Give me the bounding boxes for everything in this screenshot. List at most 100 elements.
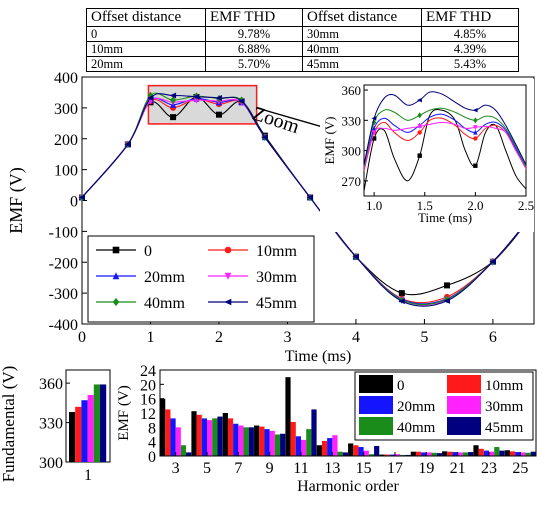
y-tick-label: 330: [39, 416, 63, 433]
bar: [248, 427, 254, 456]
y-axis-label: EMF (V): [322, 116, 337, 164]
series-line: [363, 113, 527, 169]
y-tick-label: 300: [39, 455, 63, 472]
bar: [100, 384, 107, 462]
legend-label: 10mm: [485, 378, 524, 394]
bar: [442, 451, 448, 456]
data-point: [224, 246, 232, 254]
bar: [321, 440, 328, 456]
legend-swatch: [447, 396, 481, 414]
bar: [447, 451, 453, 456]
data-point: [472, 108, 478, 113]
data-point: [170, 96, 177, 104]
legend-label: 40mm: [397, 420, 436, 436]
bar: [332, 435, 338, 456]
y-tick-label: 16: [140, 392, 156, 409]
series-line: [363, 91, 527, 165]
bar: [504, 450, 510, 456]
bar: [306, 429, 312, 456]
zoom-label: Zoom: [250, 102, 303, 138]
legend-label: 0: [397, 378, 405, 394]
y-tick-label: 400: [54, 70, 78, 87]
series-line: [363, 108, 527, 192]
thd-table-row: 10mm 6.88% 40mm 4.39%: [86, 41, 519, 57]
y-tick-label: -400: [49, 317, 78, 334]
bar: [87, 394, 94, 462]
bar: [489, 451, 495, 456]
bar: [530, 451, 536, 456]
x-tick-label: 3: [172, 460, 180, 477]
legend: 0 10mm 20mm 30mm 40mm 45mm: [87, 235, 315, 323]
data-point: [169, 92, 177, 99]
y-tick-label: -200: [49, 255, 78, 272]
y-tick-label: 360: [39, 376, 63, 393]
bar: [337, 451, 343, 456]
bar: [515, 452, 521, 456]
x-tick-label: 1.5: [417, 198, 433, 213]
data-point: [489, 258, 496, 265]
legend-label: 10mm: [256, 243, 297, 260]
x-tick-label: 4: [352, 329, 360, 346]
bar: [368, 454, 375, 456]
legend-swatch: [359, 375, 393, 393]
data-point: [112, 246, 120, 254]
bar: [254, 425, 260, 456]
data-point: [124, 141, 131, 148]
bar: [509, 451, 516, 456]
data-point: [112, 272, 120, 280]
thd-cell: 5.70%: [205, 56, 303, 72]
bar: [327, 438, 333, 456]
x-tick-label: 7: [234, 460, 242, 477]
y-tick-label: 100: [54, 163, 78, 180]
bar: [520, 452, 526, 456]
x-tick-label: 2: [215, 329, 223, 346]
y-tick-label: 200: [54, 132, 78, 149]
bar: [81, 400, 88, 462]
y-tick-label: 20: [140, 377, 156, 394]
y-tick-label: 12: [140, 406, 156, 423]
data-point: [78, 194, 85, 201]
bar: [494, 447, 500, 456]
thd-cell: 45mm: [302, 56, 422, 72]
bar: [165, 409, 171, 456]
y-axis-label: EMF (V): [116, 385, 132, 440]
bar: [400, 454, 406, 456]
data-point: [398, 298, 405, 305]
bar: [353, 445, 359, 456]
bar: [170, 418, 176, 456]
x-tick-label: 3: [283, 329, 291, 346]
bar: [348, 443, 354, 456]
series-line: [363, 107, 527, 167]
data-point: [371, 125, 377, 131]
bar: [238, 425, 244, 456]
legend-label: 45mm: [485, 420, 524, 436]
y-tick-label: 300: [342, 144, 362, 159]
legend-label: 20mm: [397, 399, 436, 415]
bar: [316, 445, 322, 456]
y-tick-label: 270: [342, 174, 362, 189]
bar: [426, 452, 432, 456]
data-point: [417, 112, 422, 119]
data-point: [192, 93, 200, 100]
bar: [75, 406, 82, 462]
data-point: [215, 94, 222, 101]
bar: [410, 451, 416, 456]
x-tick-label: 0: [78, 329, 86, 346]
bar: [452, 452, 458, 456]
y-axis-label: EMF (V): [6, 167, 27, 234]
x-tick-label: 23: [481, 460, 497, 477]
data-point: [444, 282, 451, 289]
bar: [483, 450, 489, 456]
x-tick-label: 5: [420, 329, 428, 346]
x-tick-label: 13: [324, 460, 340, 477]
legend-swatch: [359, 396, 393, 414]
legend-swatch: [447, 417, 481, 435]
bar: [227, 418, 234, 456]
bar: [431, 452, 437, 456]
bar: [191, 411, 197, 456]
data-point: [224, 272, 232, 280]
x-tick-label: 25: [512, 460, 528, 477]
bar: [69, 412, 76, 462]
data-point: [371, 130, 377, 136]
